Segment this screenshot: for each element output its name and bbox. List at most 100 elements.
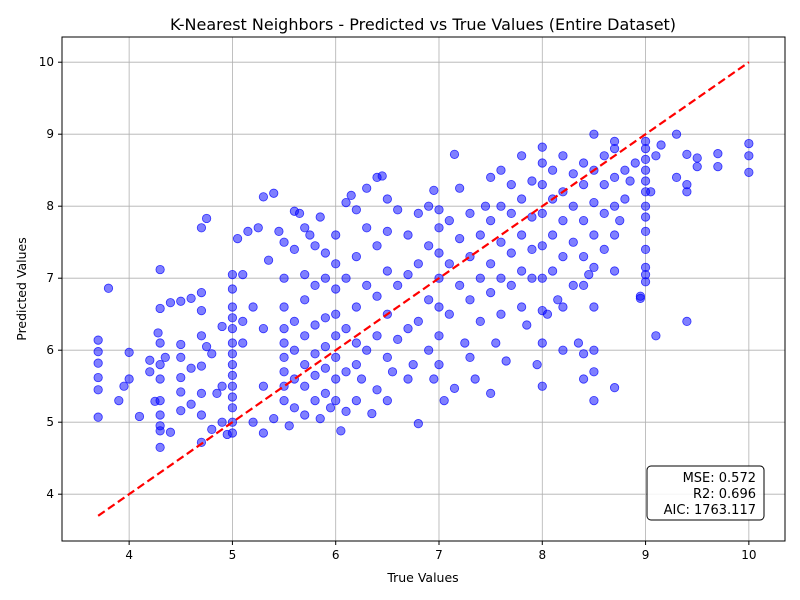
data-point [331, 352, 341, 362]
data-point [517, 194, 527, 204]
data-point [258, 428, 269, 438]
data-point [269, 188, 279, 198]
data-point [449, 383, 460, 393]
data-point [310, 395, 320, 406]
data-point [589, 302, 599, 312]
data-point [269, 413, 279, 424]
data-point [568, 237, 578, 247]
data-point [196, 388, 207, 398]
data-point [382, 395, 392, 406]
data-point [558, 252, 568, 262]
data-point [527, 244, 537, 254]
data-point [635, 291, 646, 301]
data-point [351, 338, 361, 348]
data-point [248, 417, 258, 427]
data-point [227, 284, 238, 294]
data-point [145, 367, 155, 377]
data-point [377, 171, 387, 181]
data-point [501, 356, 511, 366]
data-point [537, 241, 547, 251]
data-point [196, 361, 207, 371]
data-point [424, 295, 434, 305]
y-axis-label: Predicted Values [14, 237, 29, 341]
data-point [486, 216, 496, 226]
data-point [207, 424, 217, 434]
data-point [367, 408, 377, 419]
stats-box: MSE: 0.572 R2: 0.696 AIC: 1763.117 [646, 465, 765, 521]
data-point [284, 421, 294, 431]
data-point [279, 367, 289, 377]
data-point [532, 359, 542, 370]
data-point [160, 352, 170, 362]
data-point [263, 255, 274, 265]
data-point [331, 230, 341, 240]
data-point [537, 381, 547, 391]
data-point [589, 262, 599, 272]
data-point [403, 323, 413, 334]
data-point [496, 201, 506, 211]
data-point [527, 273, 537, 283]
data-point [496, 309, 506, 319]
data-point [279, 352, 289, 362]
data-point [227, 302, 238, 312]
data-point [382, 266, 392, 276]
data-point [682, 316, 692, 326]
data-point [589, 230, 599, 240]
data-point [465, 352, 475, 362]
data-point [305, 230, 315, 240]
data-points [93, 129, 754, 452]
data-point [186, 363, 196, 373]
data-point [455, 234, 465, 244]
data-point [455, 280, 465, 290]
data-point [362, 280, 372, 290]
data-point [640, 201, 651, 211]
data-point [434, 359, 444, 370]
data-point [429, 374, 439, 384]
data-point [599, 244, 609, 254]
data-point [114, 395, 124, 406]
data-point [434, 331, 444, 341]
data-point [217, 321, 227, 332]
data-point [475, 316, 485, 326]
data-point [578, 158, 589, 168]
data-point [124, 347, 134, 357]
data-point [558, 151, 568, 161]
data-point [434, 223, 444, 233]
data-point [351, 359, 361, 370]
data-point [444, 216, 454, 226]
data-point [176, 352, 186, 362]
data-point [134, 411, 145, 422]
data-point [465, 208, 475, 218]
data-point [341, 406, 351, 416]
data-point [243, 226, 253, 236]
data-point [202, 213, 212, 224]
data-point [310, 280, 320, 290]
data-point [155, 359, 165, 370]
data-point [537, 273, 547, 283]
data-point [227, 381, 238, 391]
x-tick-label: 5 [229, 548, 237, 562]
data-point [274, 226, 284, 236]
data-point [176, 372, 186, 383]
data-point [506, 208, 516, 218]
data-point [258, 323, 269, 334]
data-point [227, 428, 238, 438]
data-point [599, 208, 609, 218]
data-point [609, 266, 620, 276]
data-point [289, 316, 299, 326]
data-point [253, 223, 263, 233]
data-point [496, 273, 506, 283]
data-point [186, 293, 196, 303]
data-point [258, 381, 269, 391]
data-point [620, 194, 630, 204]
data-point [682, 149, 692, 159]
data-point [300, 381, 310, 391]
data-point [310, 349, 320, 359]
data-point [248, 302, 258, 312]
data-point [227, 323, 238, 334]
data-point [640, 226, 651, 236]
data-point [176, 296, 186, 306]
data-point [238, 338, 248, 348]
data-point [289, 345, 299, 355]
data-point [517, 266, 527, 276]
